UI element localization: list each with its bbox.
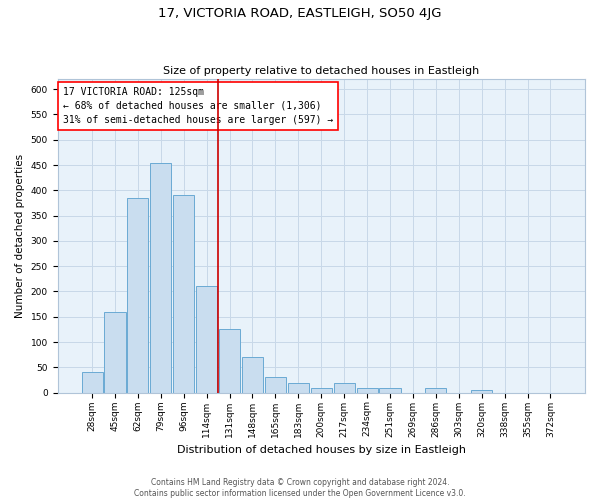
Bar bbox=[311, 388, 332, 392]
Bar bbox=[219, 330, 240, 392]
Text: 17, VICTORIA ROAD, EASTLEIGH, SO50 4JG: 17, VICTORIA ROAD, EASTLEIGH, SO50 4JG bbox=[158, 8, 442, 20]
Title: Size of property relative to detached houses in Eastleigh: Size of property relative to detached ho… bbox=[163, 66, 479, 76]
Bar bbox=[173, 196, 194, 392]
Bar bbox=[471, 390, 492, 392]
Bar bbox=[150, 162, 172, 392]
Bar bbox=[196, 286, 217, 393]
Bar bbox=[104, 312, 125, 392]
Bar bbox=[288, 382, 309, 392]
Bar bbox=[425, 388, 446, 392]
Bar bbox=[379, 388, 401, 392]
X-axis label: Distribution of detached houses by size in Eastleigh: Distribution of detached houses by size … bbox=[177, 445, 466, 455]
Bar bbox=[127, 198, 148, 392]
Text: 17 VICTORIA ROAD: 125sqm
← 68% of detached houses are smaller (1,306)
31% of sem: 17 VICTORIA ROAD: 125sqm ← 68% of detach… bbox=[63, 87, 333, 125]
Bar bbox=[334, 382, 355, 392]
Bar bbox=[242, 357, 263, 392]
Bar bbox=[265, 378, 286, 392]
Bar bbox=[356, 388, 377, 392]
Text: Contains HM Land Registry data © Crown copyright and database right 2024.
Contai: Contains HM Land Registry data © Crown c… bbox=[134, 478, 466, 498]
Bar bbox=[82, 372, 103, 392]
Y-axis label: Number of detached properties: Number of detached properties bbox=[15, 154, 25, 318]
